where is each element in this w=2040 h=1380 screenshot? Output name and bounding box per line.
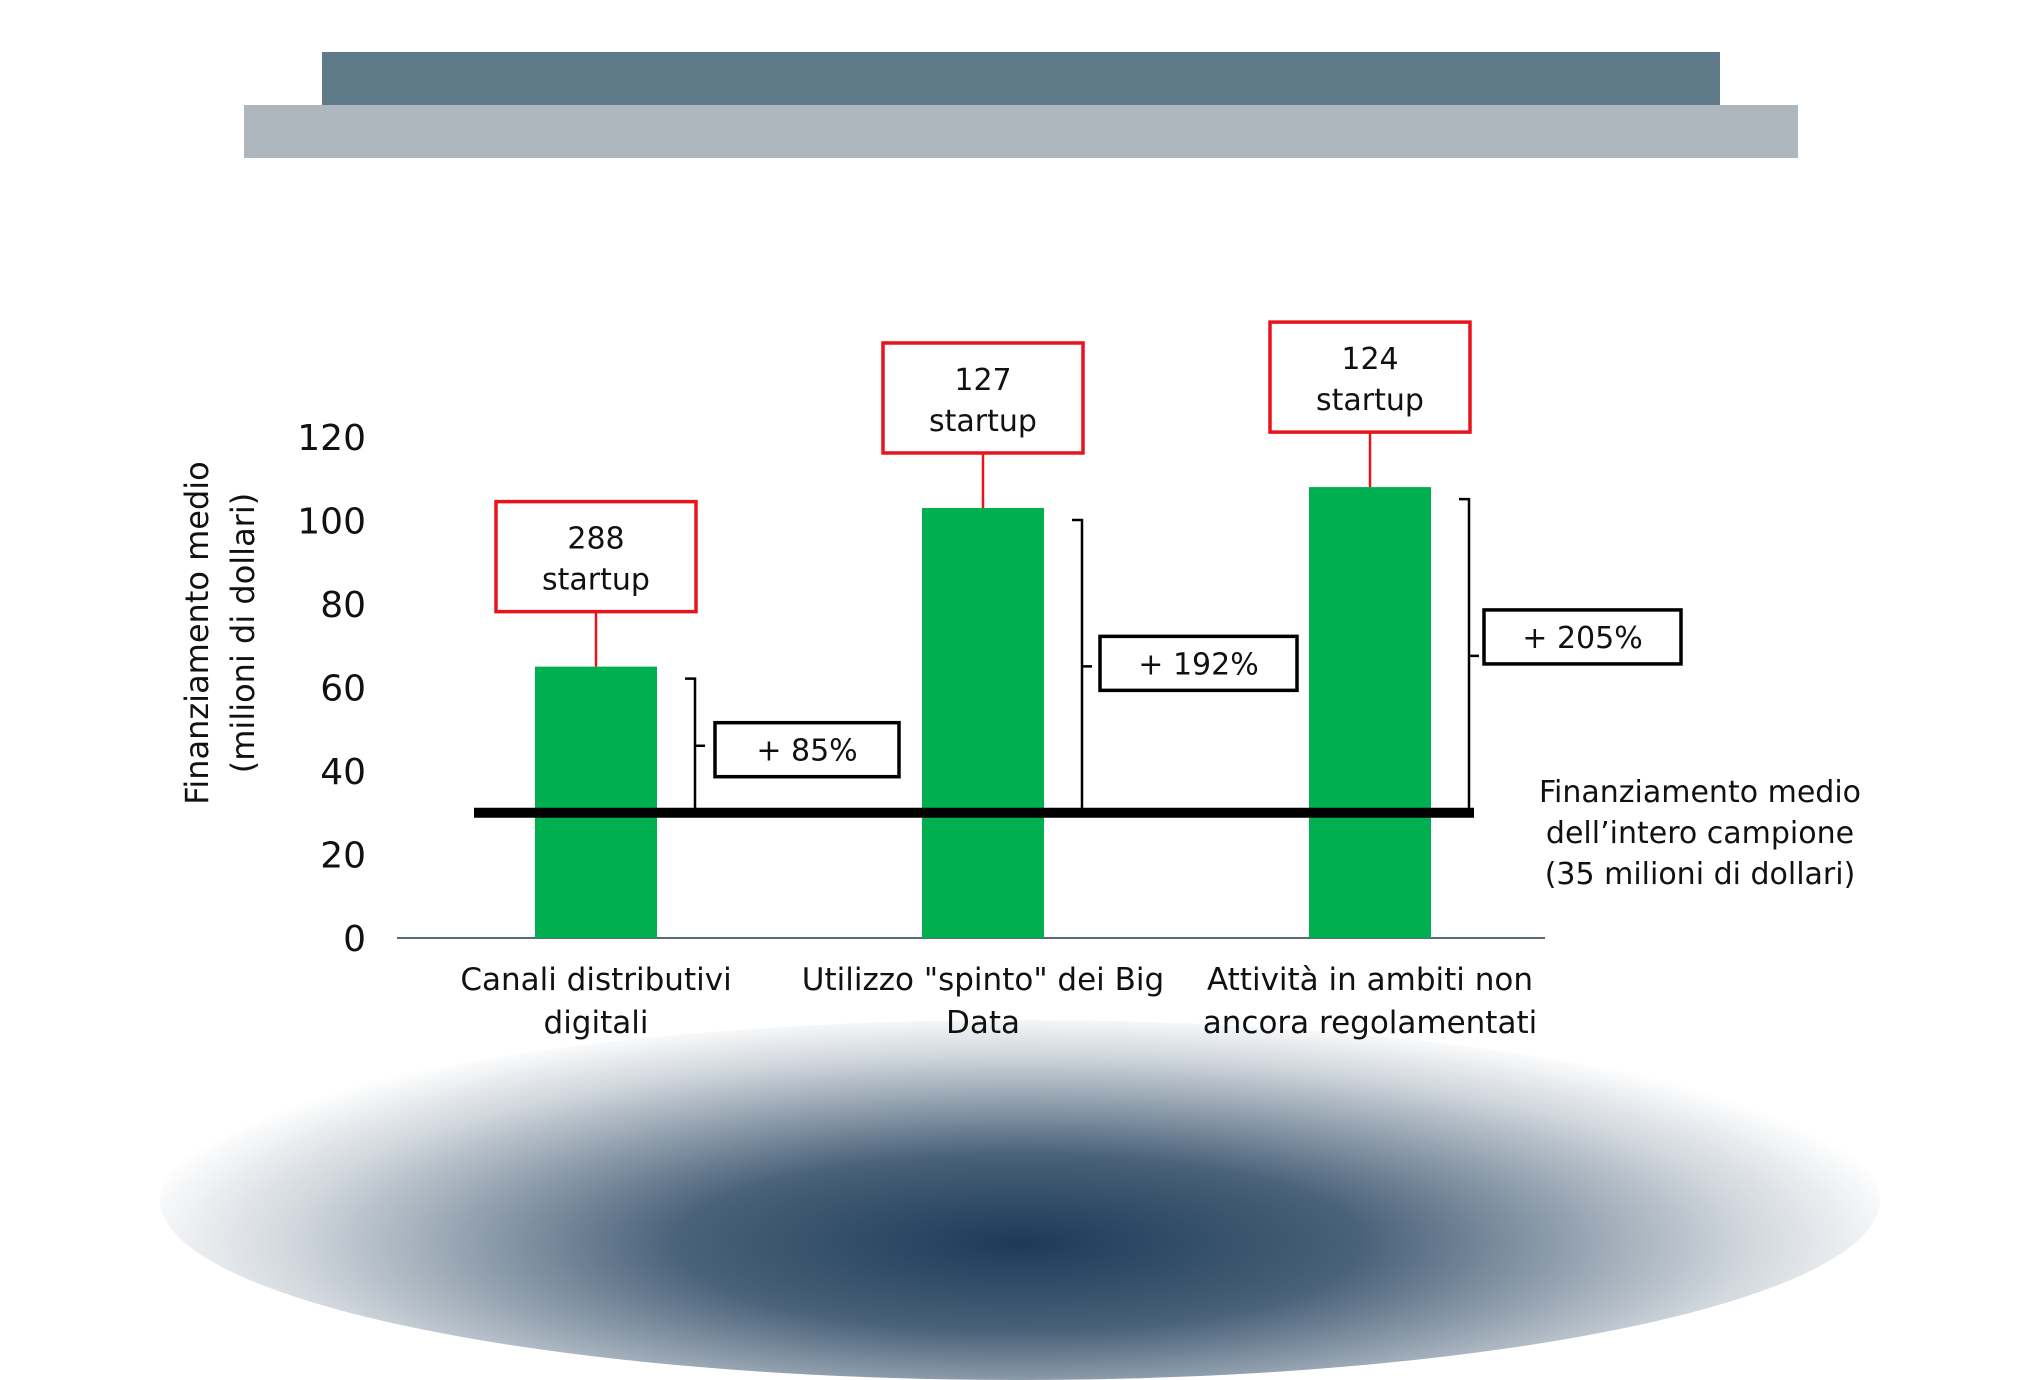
category-label-2-line-1: Utilizzo "spinto" dei Big — [802, 962, 1164, 998]
increase-label-2: + 192% — [1138, 647, 1258, 682]
bar-1 — [535, 666, 657, 938]
increase-label-1: + 85% — [756, 734, 857, 769]
category-label-2-line-2: Data — [946, 1005, 1020, 1041]
funding-bar-chart: Finanziamento medio (milioni di dollari)… — [178, 320, 1861, 1041]
bar-2 — [922, 507, 1044, 938]
reference-line-label: Finanziamento medio dell’intero campione… — [1539, 775, 1861, 892]
increase-label-3: + 205% — [1522, 621, 1642, 656]
bars — [535, 487, 1431, 938]
reference-label-line-3: (35 milioni di dollari) — [1545, 857, 1856, 892]
callout-unit-3: startup — [1316, 383, 1424, 418]
bracket-3 — [1459, 497, 1479, 813]
callout-box-3 — [1268, 320, 1472, 434]
y-tick-label: 100 — [297, 502, 366, 543]
callout-count-2: 127 — [954, 363, 1011, 398]
increase-box-1 — [713, 720, 901, 779]
category-label-1-line-2: digitali — [544, 1005, 649, 1041]
increase-brackets: + 85% + 192% + 205% — [685, 497, 1683, 813]
increase-box-2 — [1098, 634, 1299, 693]
y-tick-label: 60 — [320, 669, 366, 710]
callout-unit-1: startup — [542, 563, 650, 598]
y-axis-title-line-2: (milioni di dollari) — [224, 493, 262, 773]
reference-label-line-1: Finanziamento medio — [1539, 775, 1861, 810]
callout-box-2 — [881, 341, 1085, 455]
x-axis-labels: Canali distributivi digitali Utilizzo "spi… — [460, 962, 1537, 1041]
category-label-3-line-1: Attività in ambiti non — [1207, 962, 1533, 998]
y-tick-label: 80 — [320, 585, 366, 626]
bracket-1 — [685, 677, 705, 813]
y-tick-label: 40 — [320, 752, 366, 793]
y-axis-title: Finanziamento medio (milioni di dollari) — [178, 461, 262, 805]
header-band-bottom — [244, 105, 1798, 158]
bar-3 — [1309, 487, 1431, 938]
y-tick-label: 20 — [320, 836, 366, 877]
startup-callouts: 288 startup 127 startup 124 startup — [494, 320, 1472, 667]
callout-box-1 — [494, 499, 698, 614]
callout-count-3: 124 — [1341, 342, 1398, 377]
header-band-top — [322, 52, 1720, 105]
category-label-1-line-1: Canali distributivi — [460, 962, 731, 998]
y-tick-label: 120 — [297, 418, 366, 459]
category-label-3-line-2: ancora regolamentati — [1203, 1005, 1537, 1041]
reference-label-line-2: dell’intero campione — [1546, 816, 1854, 851]
y-axis-ticks: 0 20 40 60 80 100 120 — [297, 418, 366, 960]
callout-unit-2: startup — [929, 404, 1037, 439]
increase-box-3 — [1482, 608, 1683, 666]
y-tick-label: 0 — [343, 919, 366, 960]
callout-count-1: 288 — [567, 522, 624, 557]
y-axis-title-line-1: Finanziamento medio — [178, 461, 216, 805]
bracket-2 — [1072, 518, 1092, 813]
